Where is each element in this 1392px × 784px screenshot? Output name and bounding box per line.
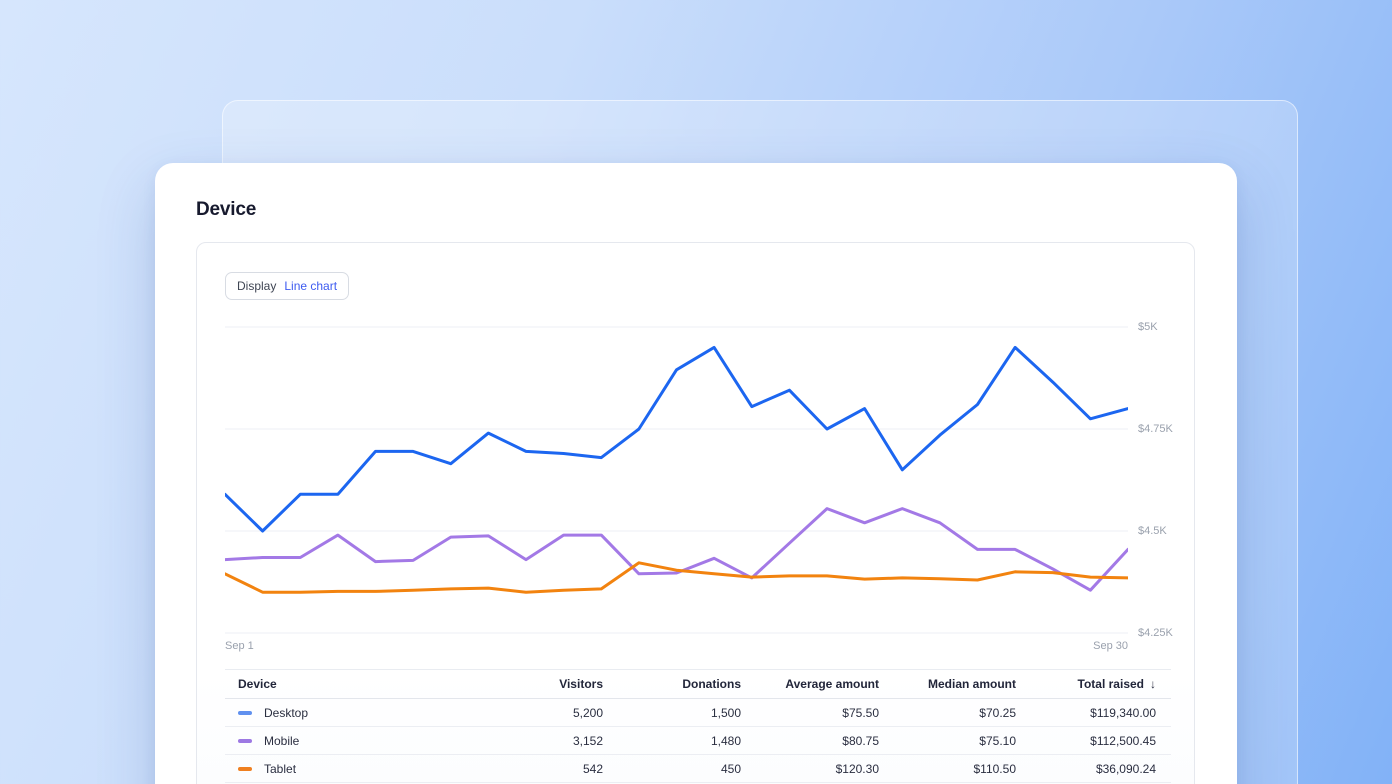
- device-name: Desktop: [264, 705, 309, 720]
- desktop-series-swatch-icon: [238, 710, 252, 715]
- page-title: Device: [196, 199, 257, 220]
- x-axis-end-label: Sep 30: [1093, 640, 1128, 652]
- desktop-line-series[interactable]: [225, 345, 1128, 533]
- visitors-cell: 3,152: [572, 733, 603, 748]
- column-header-visitors[interactable]: Visitors: [559, 677, 603, 691]
- table-row-tablet: Tablet 542 450 $120.30 $110.50 $36,090.24: [225, 755, 1171, 783]
- average-amount-cell: $75.50: [842, 705, 879, 720]
- donations-cell: 1,500: [710, 705, 741, 720]
- device-report-card: Device Display Line chart $5K $4.75K $4.5K…: [155, 163, 1237, 784]
- donations-cell: 450: [720, 761, 741, 776]
- sort-descending-arrow-icon: ↓: [1150, 677, 1156, 691]
- y-tick-label: $5K: [1138, 321, 1158, 333]
- y-tick-label: $4.5K: [1138, 525, 1167, 537]
- tablet-line-series[interactable]: [225, 561, 1128, 594]
- x-axis-labels: Sep 1 Sep 30: [225, 640, 1128, 652]
- donations-cell: 1,480: [710, 733, 741, 748]
- average-amount-cell: $120.30: [835, 761, 879, 776]
- device-cell: Tablet: [225, 762, 465, 776]
- column-header-donations[interactable]: Donations: [682, 677, 741, 691]
- total-raised-cell: $112,500.45: [1090, 733, 1156, 748]
- device-name: Mobile: [264, 733, 300, 748]
- tablet-series-swatch-icon: [238, 766, 252, 771]
- device-cell: Mobile: [225, 734, 465, 748]
- median-amount-cell: $70.25: [979, 705, 1016, 720]
- line-chart: $5K $4.75K $4.5K $4.25K Sep 1 Sep 30: [225, 319, 1196, 659]
- device-cell: Desktop: [225, 706, 465, 720]
- table-header-row: Device Visitors Donations Average amount Med…: [225, 669, 1171, 699]
- display-mode-dropdown[interactable]: Display Line chart: [225, 272, 350, 300]
- y-tick-label: $4.75K: [1138, 423, 1173, 435]
- line-chart-canvas: [225, 326, 1128, 634]
- column-header-average-amount[interactable]: Average amount: [785, 677, 879, 691]
- median-amount-cell: $110.50: [973, 761, 1017, 776]
- visitors-cell: 5,200: [572, 705, 603, 720]
- x-axis-start-label: Sep 1: [225, 640, 254, 652]
- device-breakdown-table: Device Visitors Donations Average amount Med…: [225, 669, 1171, 783]
- y-tick-label: $4.25K: [1138, 627, 1173, 639]
- visitors-cell: 542: [582, 761, 603, 776]
- display-dropdown-label: Display: [237, 279, 277, 293]
- chart-panel: Display Line chart $5K $4.75K $4.5K $4.25K …: [196, 242, 1195, 784]
- average-amount-cell: $80.75: [842, 733, 879, 748]
- display-dropdown-value: Line chart: [284, 279, 338, 293]
- column-header-device[interactable]: Device: [238, 677, 277, 691]
- column-header-total-raised[interactable]: Total raised ↓: [1077, 677, 1156, 691]
- table-row-desktop: Desktop 5,200 1,500 $75.50 $70.25 $119,340.00: [225, 699, 1171, 727]
- total-raised-cell: $119,340.00: [1090, 705, 1156, 720]
- column-header-median-amount[interactable]: Median amount: [927, 677, 1016, 691]
- mobile-series-swatch-icon: [238, 738, 252, 743]
- total-raised-cell: $36,090.24: [1095, 761, 1156, 776]
- median-amount-cell: $75.10: [979, 733, 1016, 748]
- table-row-mobile: Mobile 3,152 1,480 $80.75 $75.10 $112,500.45: [225, 727, 1171, 755]
- mobile-line-series[interactable]: [225, 507, 1128, 592]
- device-name: Tablet: [264, 761, 297, 776]
